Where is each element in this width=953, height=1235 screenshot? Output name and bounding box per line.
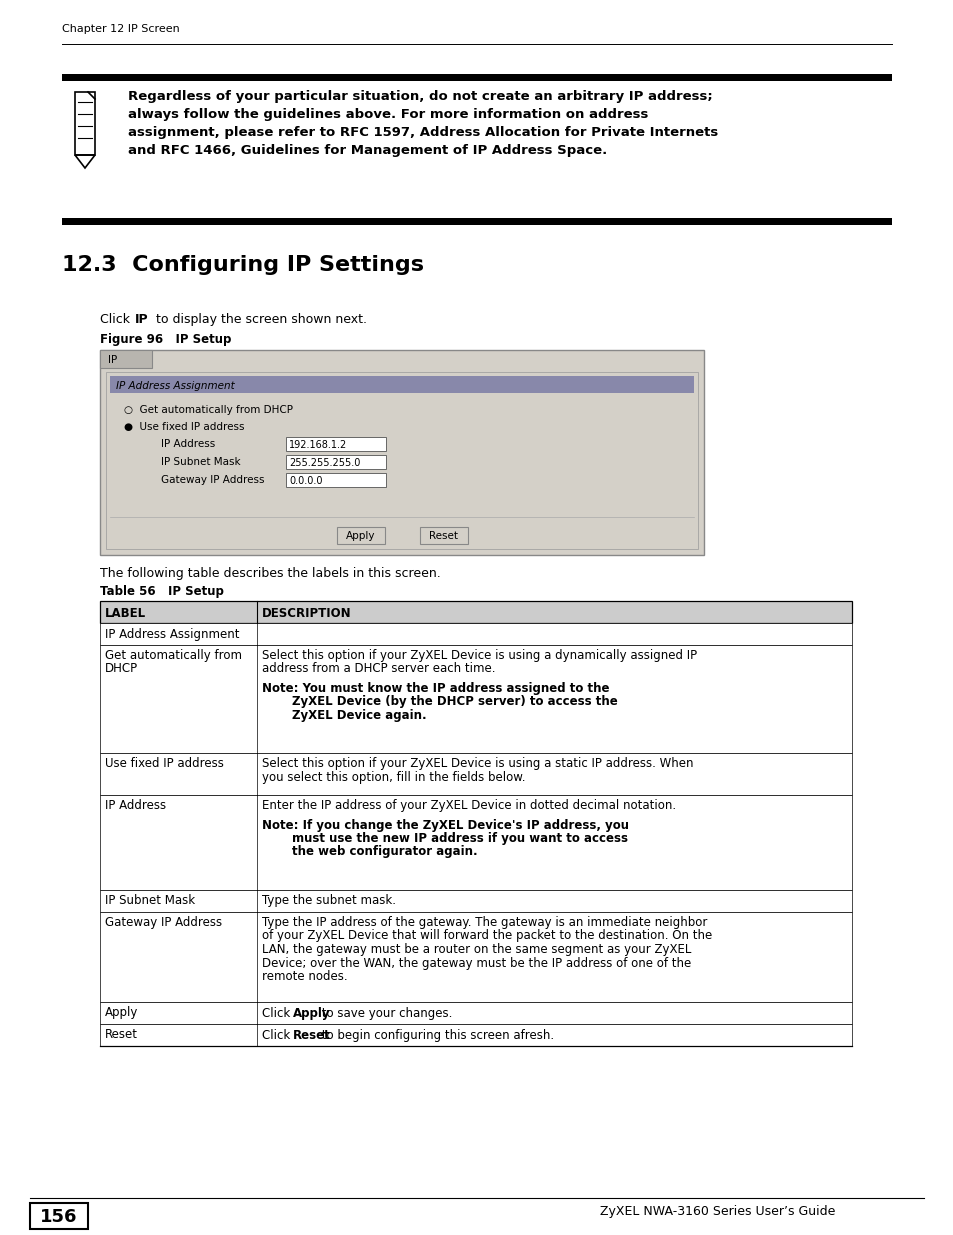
Text: 12.3  Configuring IP Settings: 12.3 Configuring IP Settings	[62, 254, 423, 275]
Text: IP Address: IP Address	[161, 438, 215, 450]
Text: The following table describes the labels in this screen.: The following table describes the labels…	[100, 567, 440, 580]
Text: you select this option, fill in the fields below.: you select this option, fill in the fiel…	[262, 771, 525, 783]
Text: 192.168.1.2: 192.168.1.2	[289, 440, 347, 450]
Text: 0.0.0.0: 0.0.0.0	[289, 475, 322, 487]
Text: Select this option if your ZyXEL Device is using a dynamically assigned IP: Select this option if your ZyXEL Device …	[262, 650, 697, 662]
Bar	[106, 372, 698, 550]
Bar	[62, 74, 891, 82]
Text: remote nodes.: remote nodes.	[262, 969, 347, 983]
Text: Use fixed IP address: Use fixed IP address	[105, 757, 224, 769]
Text: IP Address: IP Address	[105, 799, 166, 811]
Bar	[100, 795, 851, 890]
Text: Enter the IP address of your ZyXEL Device in dotted decimal notation.: Enter the IP address of your ZyXEL Devic…	[262, 799, 676, 811]
Text: ○  Get automatically from DHCP: ○ Get automatically from DHCP	[124, 405, 293, 415]
Bar	[286, 454, 386, 469]
Text: IP Address Assignment: IP Address Assignment	[105, 629, 239, 641]
Text: Regardless of your particular situation, do not create an arbitrary IP address;: Regardless of your particular situation,…	[128, 90, 712, 103]
Bar	[62, 219, 891, 225]
Text: Figure 96   IP Setup: Figure 96 IP Setup	[100, 333, 232, 346]
Text: Click: Click	[100, 312, 138, 326]
Text: Type the subnet mask.: Type the subnet mask.	[262, 894, 395, 906]
Text: to display the screen shown next.: to display the screen shown next.	[152, 312, 367, 326]
Bar	[100, 645, 851, 753]
Text: Gateway IP Address: Gateway IP Address	[161, 475, 264, 485]
Text: Click: Click	[262, 1029, 294, 1042]
Bar	[30, 1203, 88, 1229]
Text: Note: If you change the ZyXEL Device's IP address, you: Note: If you change the ZyXEL Device's I…	[262, 819, 628, 831]
Text: ZyXEL Device (by the DHCP server) to access the: ZyXEL Device (by the DHCP server) to acc…	[292, 695, 618, 709]
Text: must use the new IP address if you want to access: must use the new IP address if you want …	[292, 832, 627, 845]
Text: address from a DHCP server each time.: address from a DHCP server each time.	[262, 662, 495, 676]
Bar	[286, 437, 386, 451]
Text: Note: You must know the IP address assigned to the: Note: You must know the IP address assig…	[262, 682, 609, 695]
Text: IP Subnet Mask: IP Subnet Mask	[105, 894, 195, 906]
Text: Device; over the WAN, the gateway must be the IP address of one of the: Device; over the WAN, the gateway must b…	[262, 956, 691, 969]
Bar	[110, 375, 693, 393]
Text: Apply: Apply	[346, 531, 375, 541]
Text: IP: IP	[108, 354, 117, 366]
Bar	[336, 527, 385, 543]
Text: Reset: Reset	[429, 531, 458, 541]
Text: assignment, please refer to RFC 1597, Address Allocation for Private Internets: assignment, please refer to RFC 1597, Ad…	[128, 126, 718, 140]
Bar	[100, 1002, 851, 1024]
Text: IP Address Assignment: IP Address Assignment	[116, 382, 234, 391]
Text: DHCP: DHCP	[105, 662, 138, 676]
Text: Apply: Apply	[293, 1007, 330, 1020]
Bar	[100, 622, 851, 645]
Text: DESCRIPTION: DESCRIPTION	[262, 606, 352, 620]
Text: Reset: Reset	[105, 1028, 138, 1041]
Text: Apply: Apply	[105, 1007, 138, 1019]
Text: to save your changes.: to save your changes.	[317, 1007, 452, 1020]
Text: and RFC 1466, Guidelines for Management of IP Address Space.: and RFC 1466, Guidelines for Management …	[128, 144, 607, 157]
Bar	[100, 601, 851, 622]
Bar	[100, 350, 152, 368]
Text: LAN, the gateway must be a router on the same segment as your ZyXEL: LAN, the gateway must be a router on the…	[262, 944, 691, 956]
Text: Select this option if your ZyXEL Device is using a static IP address. When: Select this option if your ZyXEL Device …	[262, 757, 693, 769]
Text: Gateway IP Address: Gateway IP Address	[105, 916, 222, 929]
Bar	[100, 911, 851, 1002]
Text: the web configurator again.: the web configurator again.	[292, 846, 477, 858]
Text: Get automatically from: Get automatically from	[105, 650, 242, 662]
Text: of your ZyXEL Device that will forward the packet to the destination. On the: of your ZyXEL Device that will forward t…	[262, 930, 712, 942]
Text: Chapter 12 IP Screen: Chapter 12 IP Screen	[62, 23, 179, 35]
Text: ZyXEL NWA-3160 Series User’s Guide: ZyXEL NWA-3160 Series User’s Guide	[599, 1205, 835, 1218]
Text: Reset: Reset	[293, 1029, 330, 1042]
Text: Table 56   IP Setup: Table 56 IP Setup	[100, 585, 224, 598]
Text: LABEL: LABEL	[105, 606, 146, 620]
Text: Click: Click	[262, 1007, 294, 1020]
Text: to begin configuring this screen afresh.: to begin configuring this screen afresh.	[317, 1029, 554, 1042]
Text: ●  Use fixed IP address: ● Use fixed IP address	[124, 422, 244, 432]
Bar	[100, 350, 703, 555]
Bar	[286, 473, 386, 487]
Text: IP: IP	[135, 312, 149, 326]
Text: Type the IP address of the gateway. The gateway is an immediate neighbor: Type the IP address of the gateway. The …	[262, 916, 706, 929]
Text: 156: 156	[40, 1208, 77, 1226]
Text: ZyXEL Device again.: ZyXEL Device again.	[292, 709, 426, 722]
Bar	[100, 753, 851, 795]
Bar	[100, 890, 851, 911]
Text: 255.255.255.0: 255.255.255.0	[289, 458, 360, 468]
Bar	[100, 1024, 851, 1046]
Bar	[419, 527, 468, 543]
Text: always follow the guidelines above. For more information on address: always follow the guidelines above. For …	[128, 107, 648, 121]
Text: IP Subnet Mask: IP Subnet Mask	[161, 457, 240, 467]
